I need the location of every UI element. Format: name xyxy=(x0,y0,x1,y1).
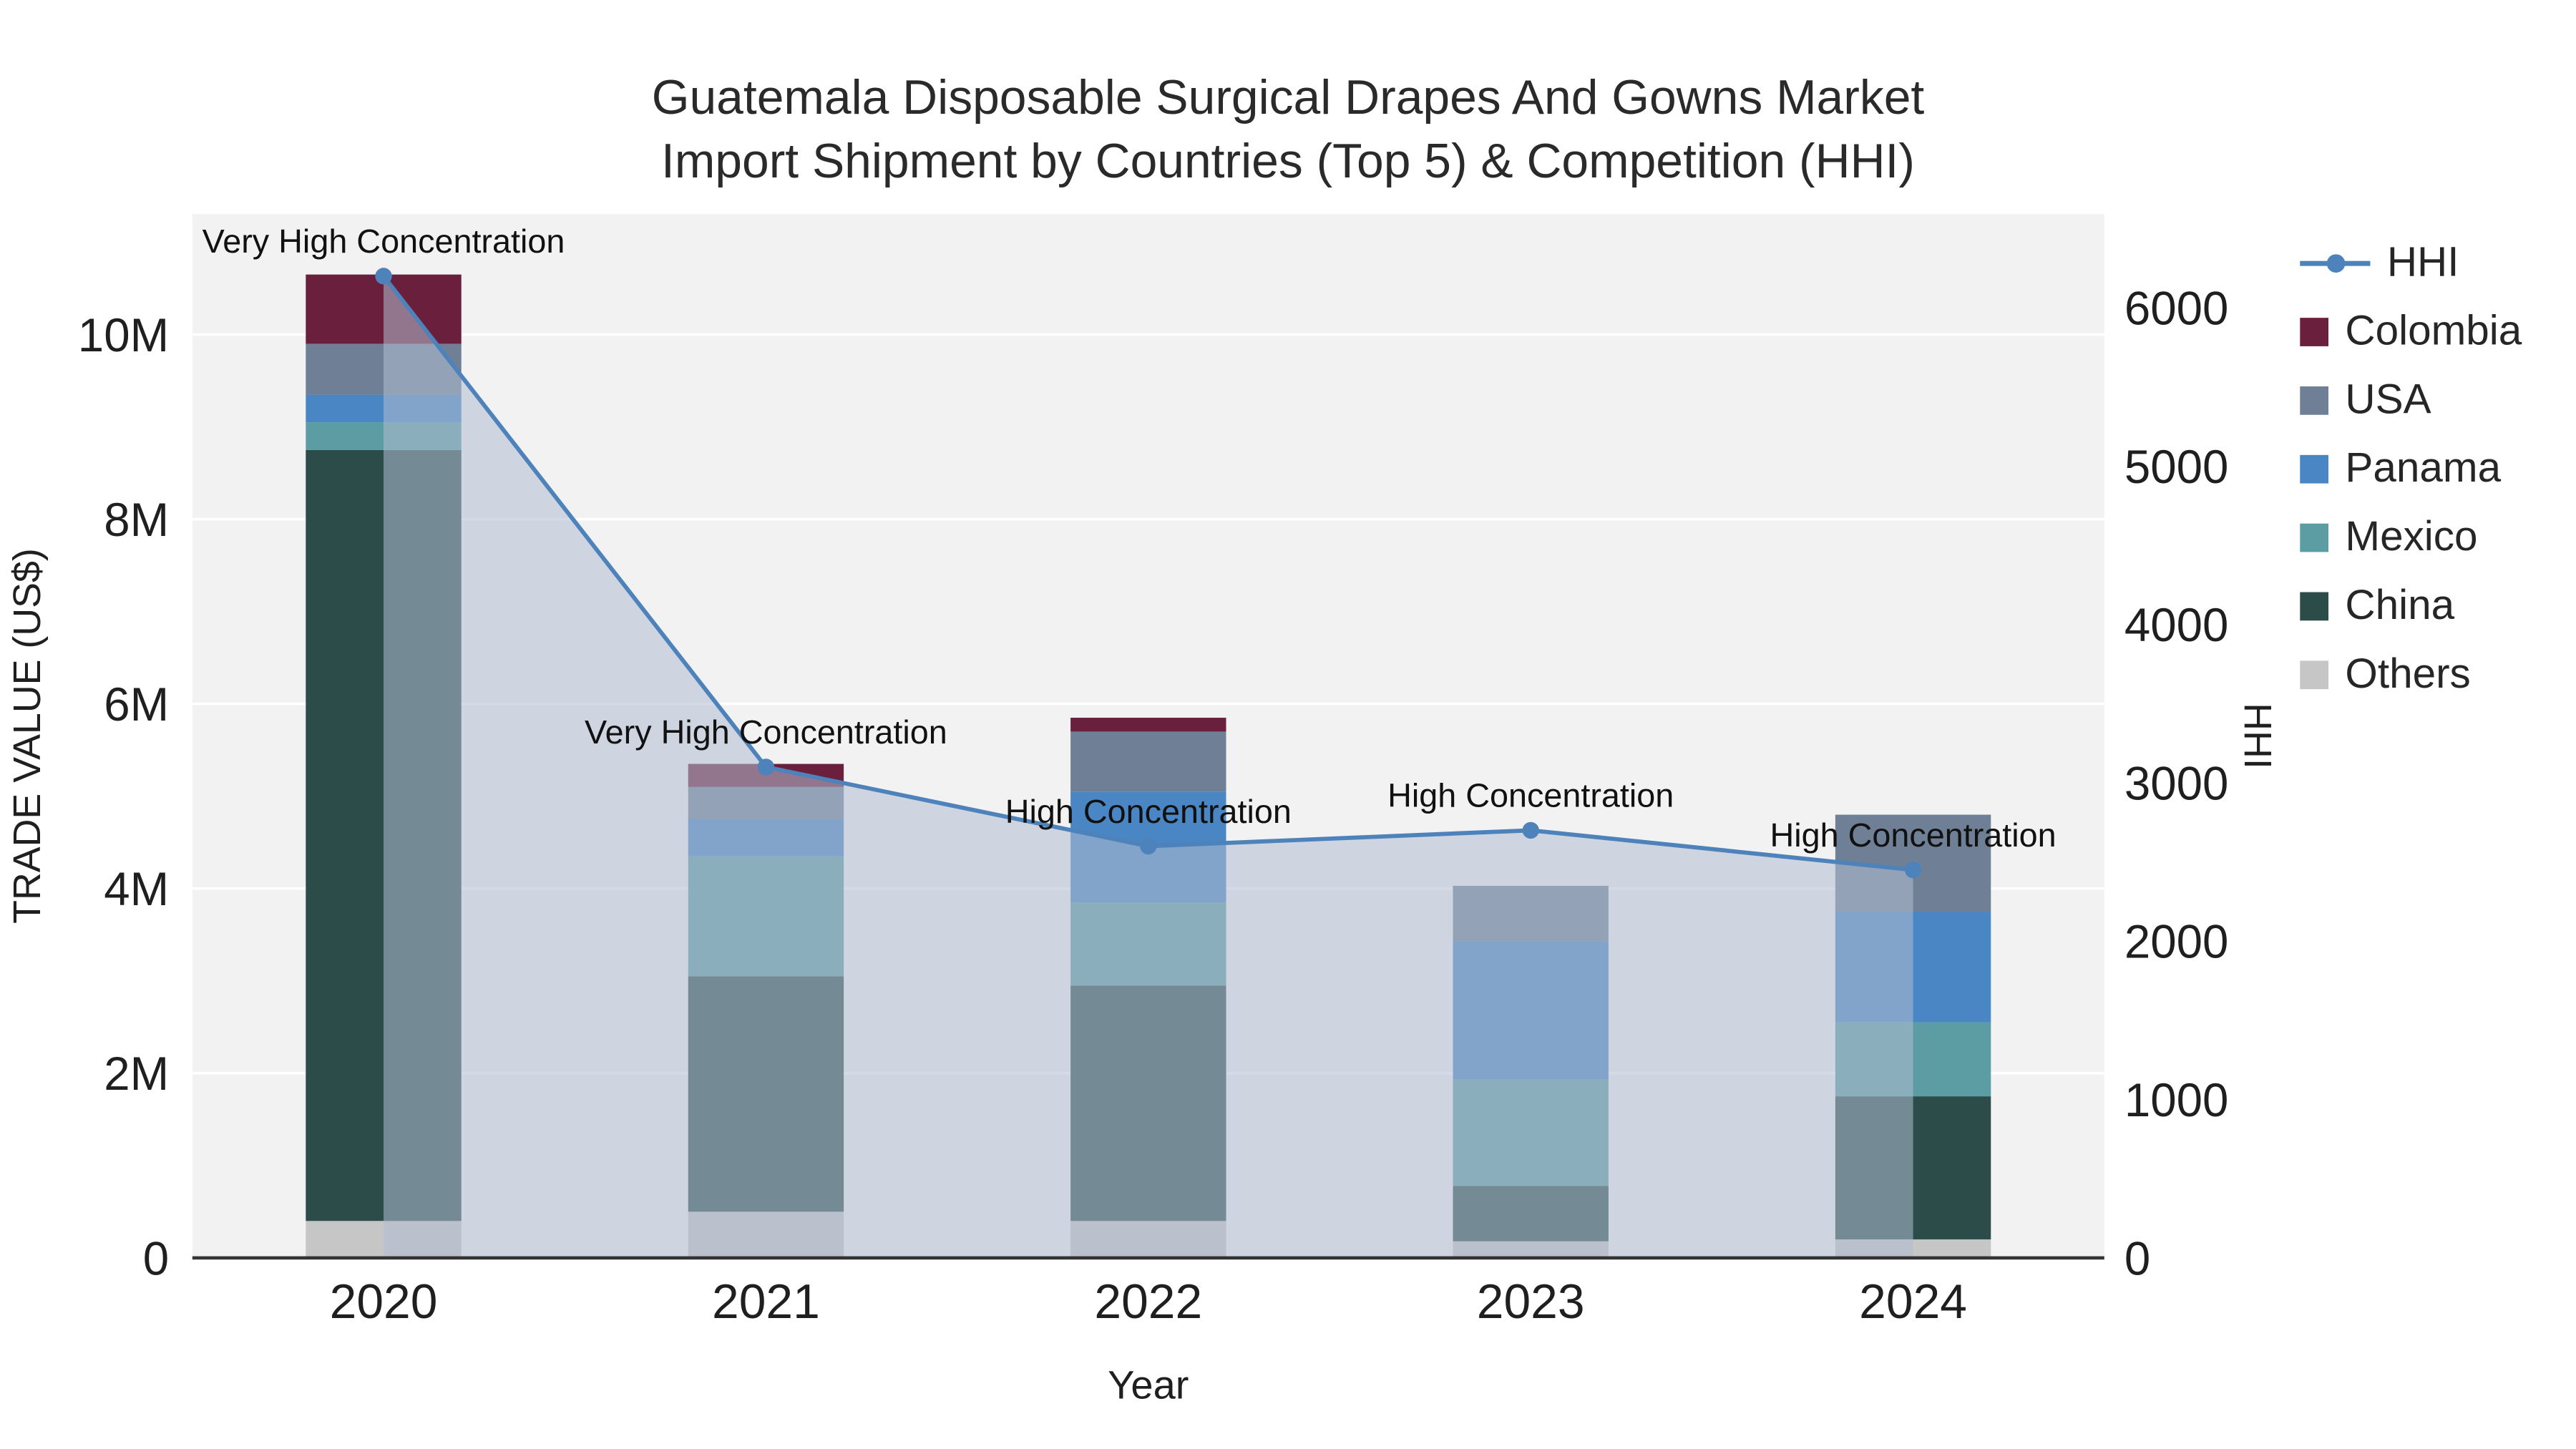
legend-item-label: China xyxy=(2345,582,2455,629)
legend: HHI Colombia USA Panama Mexico China Others xyxy=(2300,239,2522,698)
y-left-tick-10M: 10M xyxy=(78,309,169,361)
x-tick-2021: 2021 xyxy=(712,1275,820,1329)
y-left-tick-2M: 2M xyxy=(104,1048,169,1100)
legend-swatch-icon xyxy=(2300,454,2329,484)
chart-title-line1: Guatemala Disposable Surgical Drapes And… xyxy=(651,72,1925,126)
y-right-axis-title: HHI xyxy=(2236,703,2279,769)
annotation-2021: Very High Concentration xyxy=(585,713,947,751)
chart-title-line2: Import Shipment by Countries (Top 5) & C… xyxy=(660,135,1915,190)
hhi-marker-2020 xyxy=(375,268,392,285)
legend-item-mexico[interactable]: Mexico xyxy=(2300,513,2522,561)
legend-item-label: Others xyxy=(2345,650,2471,698)
legend-item-colombia[interactable]: Colombia xyxy=(2300,308,2522,355)
legend-item-label: Panama xyxy=(2345,444,2502,492)
y-right-tick-3000: 3000 xyxy=(2124,757,2229,809)
hhi-area xyxy=(384,275,1913,1258)
legend-item-others[interactable]: Others xyxy=(2300,650,2522,698)
annotation-2024: High Concentration xyxy=(1770,816,2056,854)
bar-segment-colombia-2020 xyxy=(306,274,462,344)
legend-item-usa[interactable]: USA xyxy=(2300,376,2522,424)
hhi-marker-2024 xyxy=(1904,862,1922,879)
legend-swatch-icon xyxy=(2300,523,2329,552)
x-tick-2020: 2020 xyxy=(330,1275,438,1329)
y-left-axis-title: TRADE VALUE (US$) xyxy=(6,548,49,924)
y-left-tick-6M: 6M xyxy=(104,678,169,731)
y-right-tick-1000: 1000 xyxy=(2124,1074,2229,1126)
x-axis-title: Year xyxy=(1108,1362,1189,1407)
legend-item-label: Colombia xyxy=(2345,308,2522,355)
hhi-marker-2022 xyxy=(1140,837,1157,855)
y-left-tick-0: 0 xyxy=(143,1232,169,1284)
y-right-tick-0: 0 xyxy=(2124,1232,2150,1284)
annotation-2022: High Concentration xyxy=(1005,793,1292,830)
chart-title: Guatemala Disposable Surgical Drapes And… xyxy=(0,67,2576,195)
hhi-marker-2023 xyxy=(1522,821,1539,839)
y-right-tick-4000: 4000 xyxy=(2124,599,2229,651)
y-left-tick-8M: 8M xyxy=(104,494,169,546)
x-tick-2024: 2024 xyxy=(1859,1275,1967,1329)
y-left-tick-4M: 4M xyxy=(104,863,169,915)
legend-swatch-icon xyxy=(2300,660,2329,690)
bar-segment-usa-2022 xyxy=(1070,731,1226,792)
legend-swatch-icon xyxy=(2300,318,2329,346)
y-right-tick-5000: 5000 xyxy=(2124,441,2229,493)
x-tick-2023: 2023 xyxy=(1477,1275,1585,1329)
legend-item-china[interactable]: China xyxy=(2300,582,2522,629)
legend-item-hhi[interactable]: HHI xyxy=(2300,239,2522,286)
legend-item-panama[interactable]: Panama xyxy=(2300,444,2522,492)
annotation-2023: High Concentration xyxy=(1387,777,1674,814)
y-right-tick-2000: 2000 xyxy=(2124,916,2229,968)
legend-swatch-icon xyxy=(2300,386,2329,415)
y-right-tick-6000: 6000 xyxy=(2124,283,2229,335)
bar-segment-colombia-2022 xyxy=(1070,718,1226,732)
annotation-2020: Very High Concentration xyxy=(203,223,565,260)
legend-item-label: Mexico xyxy=(2345,513,2478,561)
legend-item-label: USA xyxy=(2345,376,2431,424)
legend-item-label: HHI xyxy=(2386,239,2459,286)
hhi-marker-2021 xyxy=(757,758,775,776)
legend-line-icon xyxy=(2300,241,2371,286)
x-tick-2022: 2022 xyxy=(1094,1275,1202,1329)
legend-swatch-icon xyxy=(2300,592,2329,621)
